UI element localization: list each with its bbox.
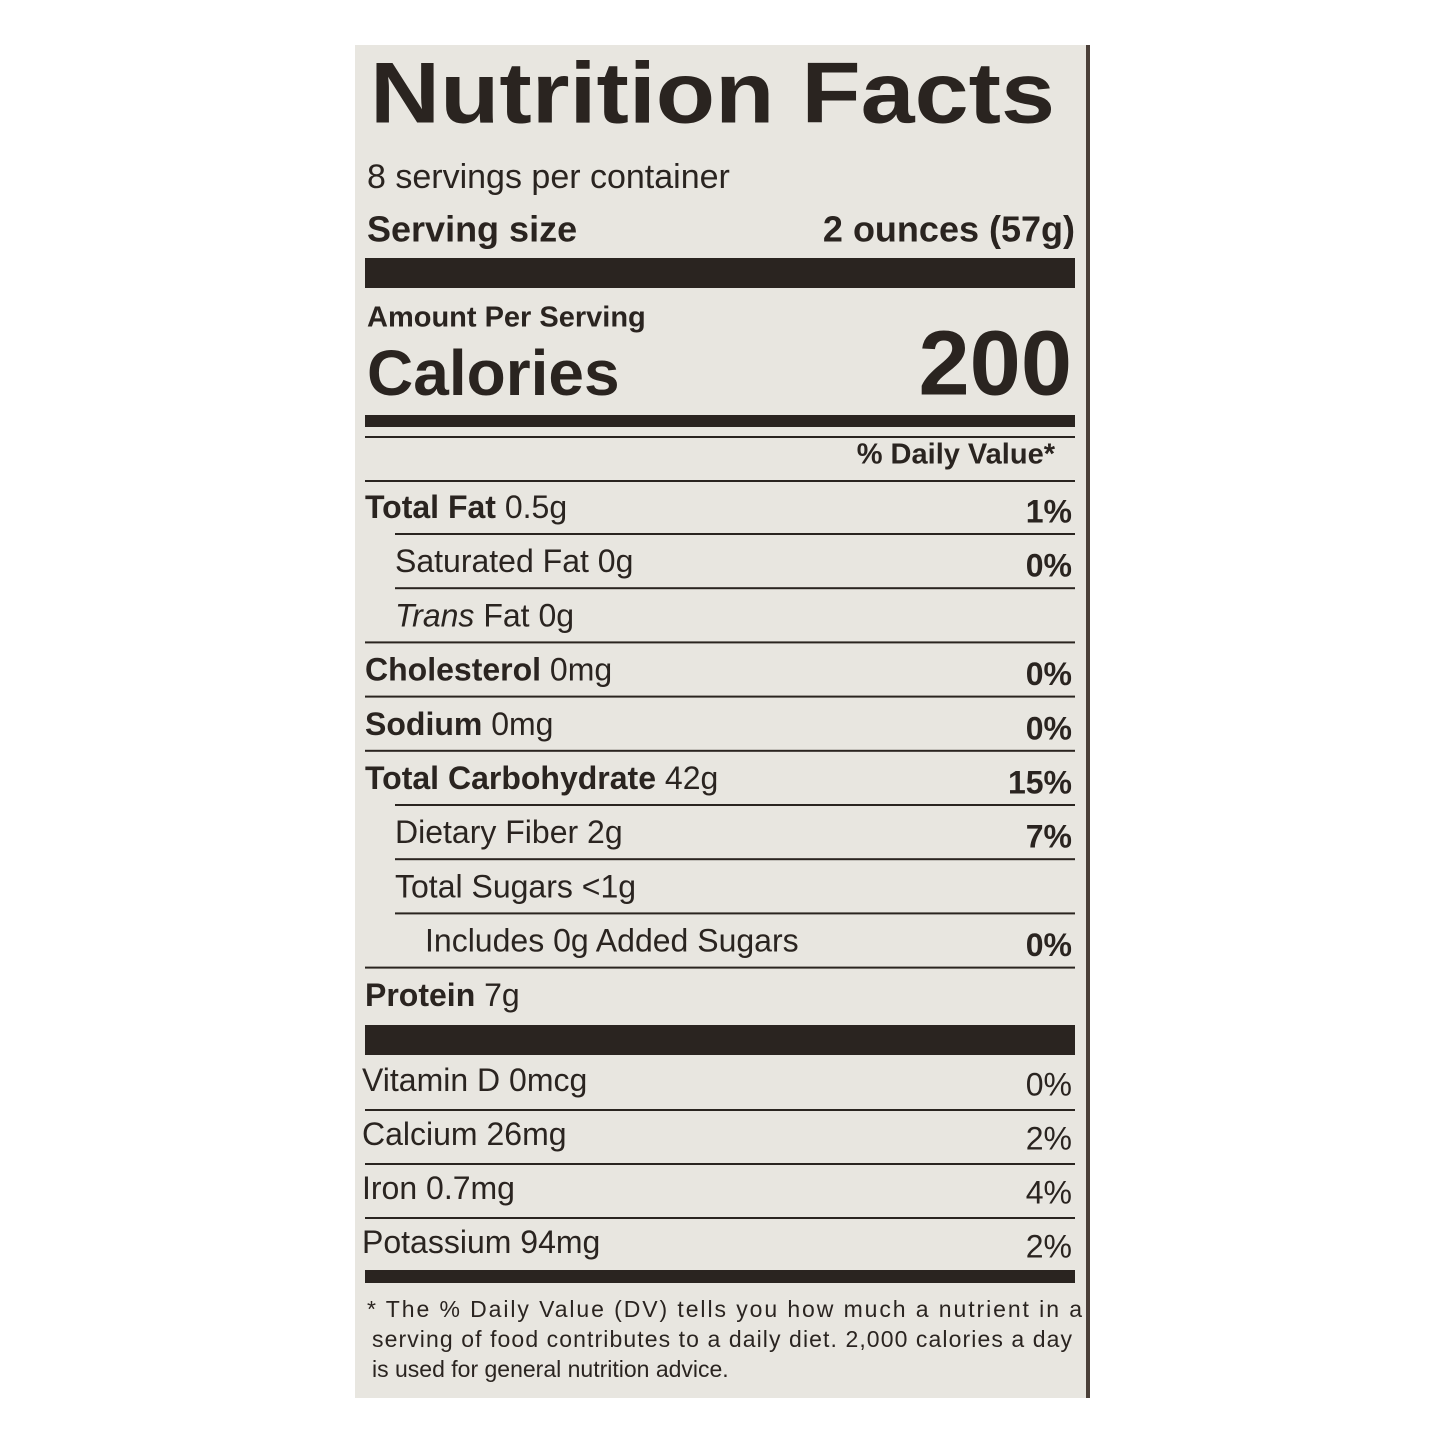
nutrient-name: Calcium	[362, 1116, 478, 1152]
daily-value: 2%	[1026, 1120, 1072, 1156]
rule	[365, 1217, 1075, 1219]
nutrient-amount: 0.5g	[505, 489, 567, 525]
rule	[365, 1109, 1075, 1111]
nutrient-text: Total Carbohydrate 42g	[365, 760, 718, 796]
daily-value: 0%	[1026, 548, 1072, 584]
nutrient-text: Cholesterol 0mg	[365, 652, 612, 688]
rule	[365, 641, 1075, 644]
nutrient-name: Vitamin D	[362, 1062, 500, 1098]
nutrient-amount: 42g	[665, 760, 718, 796]
rule	[365, 1163, 1075, 1165]
rule	[365, 436, 1075, 438]
rule	[365, 966, 1075, 969]
rule	[395, 804, 1075, 806]
nutrient-name: Total Carbohydrate	[365, 760, 656, 796]
medium-rule	[365, 1270, 1075, 1283]
amount-per-serving: Amount Per Serving	[367, 302, 646, 334]
nutrient-text: Total Fat 0.5g	[365, 489, 567, 525]
nutrient-amount: 2g	[587, 815, 623, 851]
nutrient-text: Iron 0.7mg	[362, 1170, 515, 1206]
rule	[365, 749, 1075, 752]
nutrient-text: Protein 7g	[365, 977, 520, 1013]
serving-size-label: Serving size	[367, 209, 577, 250]
nutrient-text: Vitamin D 0mcg	[362, 1062, 587, 1098]
nutrient-amount: 26mg	[486, 1116, 566, 1152]
nutrient-text: Includes 0g Added Sugars	[425, 923, 799, 959]
rule	[395, 533, 1075, 535]
nutrient-amount: 94mg	[520, 1224, 600, 1260]
footnote-line: serving of food contributes to a daily d…	[372, 1326, 1073, 1352]
daily-value-header: % Daily Value*	[857, 439, 1056, 471]
nutrient-name: Iron	[362, 1170, 417, 1206]
nutrient-text: Dietary Fiber 2g	[395, 815, 623, 851]
nutrient-text: Potassium 94mg	[362, 1224, 600, 1260]
nutrient-amount: 7g	[484, 977, 520, 1013]
nutrient-amount: 0mg	[491, 706, 553, 742]
rule	[395, 858, 1075, 861]
rule	[395, 912, 1075, 915]
daily-value: 0%	[1026, 710, 1072, 746]
footnote-line: * The % Daily Value (DV) tells you how m…	[367, 1296, 1082, 1322]
nutrient-name: Total Fat	[365, 489, 496, 525]
calories-value: 200	[919, 312, 1073, 414]
nutrient-text: Calcium 26mg	[362, 1116, 567, 1152]
nutrient-text: Saturated Fat 0g	[395, 544, 633, 580]
nutrient-amount: 0g	[598, 544, 634, 580]
calories-label: Calories	[367, 337, 620, 409]
nutrient-text: Total Sugars <1g	[395, 869, 636, 905]
title: Nutrition Facts	[370, 46, 1055, 142]
nutrient-name: Dietary Fiber	[395, 815, 579, 851]
nutrient-name: Protein	[365, 977, 475, 1013]
nutrient-amount: 0mcg	[509, 1062, 587, 1098]
rule	[395, 587, 1075, 590]
nutrient-amount: Fat 0g	[483, 598, 574, 634]
daily-value: 1%	[1026, 493, 1072, 529]
daily-value: 0%	[1026, 1066, 1072, 1102]
nutrient-amount: <1g	[582, 869, 636, 905]
medium-rule	[365, 415, 1075, 427]
nutrient-name: Total Sugars	[395, 869, 573, 905]
daily-value: 0%	[1026, 656, 1072, 692]
serving-size-value: 2 ounces (57g)	[823, 209, 1075, 250]
daily-value: 7%	[1026, 819, 1072, 855]
label-edge	[1086, 45, 1090, 1398]
nutrient-amount: 0.7mg	[426, 1170, 515, 1206]
nutrient-name: Trans	[395, 598, 474, 634]
daily-value: 2%	[1026, 1228, 1072, 1264]
thick-rule	[365, 1025, 1075, 1055]
footnote-line: is used for general nutrition advice.	[372, 1356, 729, 1382]
nutrient-text: Trans Fat 0g	[395, 598, 574, 634]
rule	[365, 480, 1075, 482]
thick-rule	[365, 258, 1075, 288]
nutrient-amount: 0mg	[550, 652, 612, 688]
daily-value: 15%	[1008, 764, 1072, 800]
nutrient-name: Sodium	[365, 706, 482, 742]
nutrient-name: Saturated Fat	[395, 544, 589, 580]
nutrient-name: Cholesterol	[365, 652, 541, 688]
nutrient-name: Includes 0g Added Sugars	[425, 923, 799, 959]
nutrient-name: Potassium	[362, 1224, 511, 1260]
nutrient-text: Sodium 0mg	[365, 706, 553, 742]
servings: 8 servings per container	[367, 158, 730, 196]
daily-value: 0%	[1026, 927, 1072, 963]
daily-value: 4%	[1026, 1174, 1072, 1210]
rule	[365, 695, 1075, 698]
